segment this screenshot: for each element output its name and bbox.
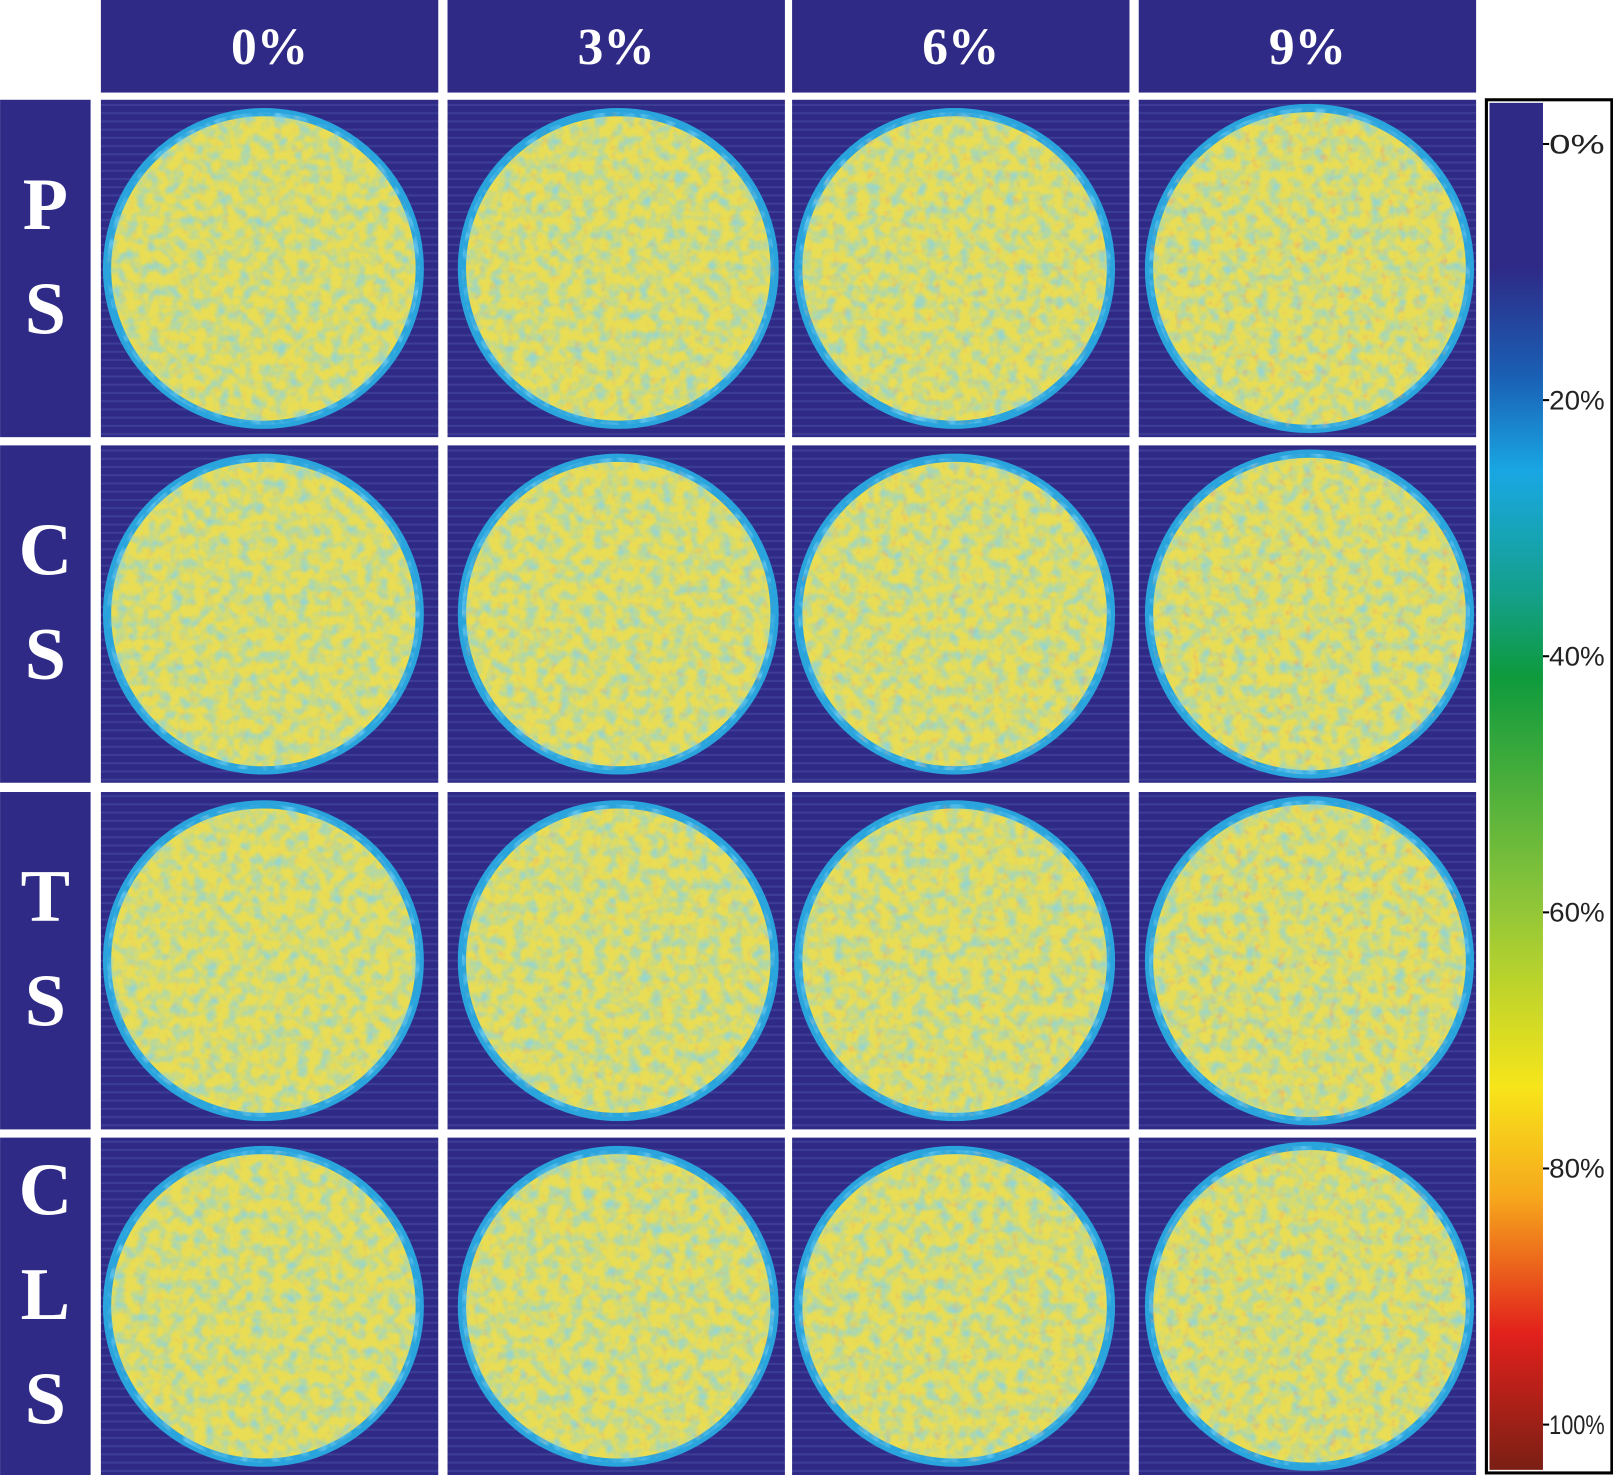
row-header <box>0 792 91 1130</box>
texture-red <box>1149 453 1470 775</box>
column-label: 9% <box>1269 19 1346 76</box>
colorbar-tick-label: 80% <box>1549 1154 1605 1184</box>
texture <box>798 1149 1111 1463</box>
row-header <box>0 1137 91 1475</box>
row-label: CS <box>4 509 86 718</box>
texture <box>798 804 1111 1118</box>
texture <box>107 804 420 1118</box>
colorbar-tick-label: 60% <box>1549 898 1605 928</box>
texture <box>461 112 775 425</box>
texture-red <box>798 457 1111 771</box>
texture <box>798 112 1111 425</box>
texture-red <box>798 112 1111 425</box>
texture-red <box>107 1149 420 1463</box>
column-label: 6% <box>922 19 999 76</box>
texture-red <box>107 804 420 1118</box>
texture-red <box>798 1149 1111 1463</box>
texture <box>107 1149 420 1463</box>
texture <box>107 457 420 771</box>
colorbar-tick-label: 40% <box>1549 641 1605 671</box>
column-label: 3% <box>578 19 655 76</box>
column-header <box>792 0 1130 93</box>
colorbar-tick-label: 0% <box>1549 129 1605 159</box>
row-label: PS <box>4 164 86 373</box>
texture <box>1149 1145 1470 1467</box>
texture <box>1149 108 1470 429</box>
column-label: 0% <box>231 19 308 76</box>
texture-red <box>107 112 420 425</box>
texture <box>461 804 775 1118</box>
texture-red <box>461 457 775 771</box>
texture-red <box>1149 108 1470 429</box>
colorbar <box>1489 102 1543 1470</box>
row-label: TS <box>4 856 86 1065</box>
column-header <box>447 0 785 93</box>
column-header <box>100 0 439 93</box>
texture <box>107 112 420 425</box>
row-header <box>0 445 91 783</box>
colorbar-tick-label: 100% <box>1549 1410 1605 1440</box>
row-label: CLS <box>4 1149 86 1463</box>
texture-red <box>107 457 420 771</box>
texture <box>1149 453 1470 775</box>
texture-red <box>1149 800 1470 1122</box>
texture-red <box>1149 1145 1470 1467</box>
texture <box>461 1149 775 1463</box>
texture <box>461 457 775 771</box>
texture-red <box>461 112 775 425</box>
texture <box>1149 800 1470 1122</box>
texture <box>798 457 1111 771</box>
colorbar-tick-label: 20% <box>1549 385 1605 415</box>
row-header <box>0 99 91 438</box>
texture-red <box>461 1149 775 1463</box>
texture-red <box>798 804 1111 1118</box>
texture-red <box>461 804 775 1118</box>
column-header <box>1138 0 1477 93</box>
